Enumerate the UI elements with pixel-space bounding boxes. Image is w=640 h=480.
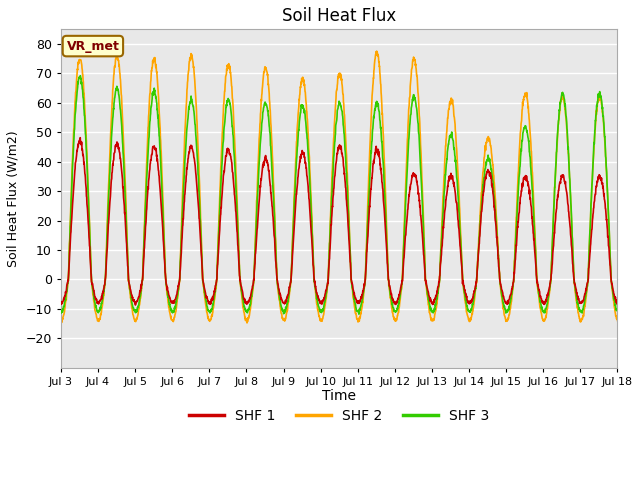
Title: Soil Heat Flux: Soil Heat Flux (282, 7, 396, 25)
Legend: SHF 1, SHF 2, SHF 3: SHF 1, SHF 2, SHF 3 (184, 403, 495, 429)
X-axis label: Time: Time (322, 389, 356, 404)
Text: VR_met: VR_met (67, 39, 119, 53)
Y-axis label: Soil Heat Flux (W/m2): Soil Heat Flux (W/m2) (7, 130, 20, 267)
